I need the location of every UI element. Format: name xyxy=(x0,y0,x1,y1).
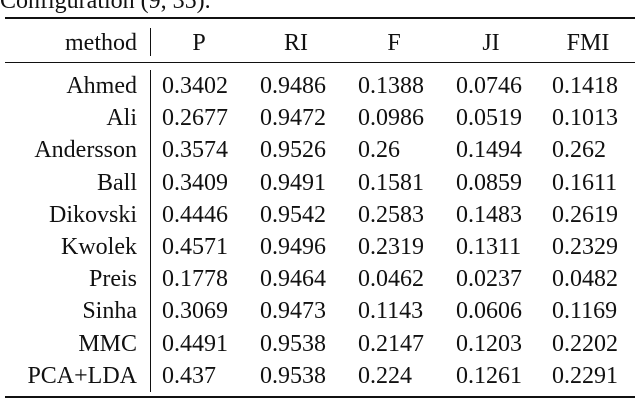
header-cell: JI xyxy=(482,30,500,56)
value-cell: 0.9464 xyxy=(260,266,326,293)
header-cell: P xyxy=(192,30,206,56)
value-cell: 0.1611 xyxy=(552,169,618,196)
value-cell: 0.1169 xyxy=(552,298,618,325)
value-cell: 0.9496 xyxy=(260,234,326,260)
value-cell: 0.0859 xyxy=(456,169,522,196)
value-cell: 0.3402 xyxy=(162,73,228,99)
value-cell: 0.1581 xyxy=(358,169,424,196)
value-cell: 0.2202 xyxy=(552,330,618,357)
value-cell: 0.26 xyxy=(358,137,400,164)
value-cell: 0.1418 xyxy=(552,73,618,99)
method-cell: MMC xyxy=(78,330,137,357)
value-cell: 0.2319 xyxy=(358,234,424,260)
value-cell: 0.1261 xyxy=(456,362,522,389)
method-cell: Andersson xyxy=(34,137,137,164)
value-cell: 0.2329 xyxy=(552,234,618,260)
value-cell: 0.3574 xyxy=(162,137,228,164)
caption: Configuration (9, 35). xyxy=(0,0,211,14)
value-cell: 0.9538 xyxy=(260,362,326,389)
value-cell: 0.3409 xyxy=(162,169,228,196)
bottom-rule xyxy=(5,396,635,398)
method-cell: Ali xyxy=(106,105,137,132)
value-cell: 0.9526 xyxy=(260,137,326,164)
header-cell: F xyxy=(387,30,401,56)
value-cell: 0.0606 xyxy=(456,298,522,325)
value-cell: 0.9542 xyxy=(260,201,326,228)
method-cell: Preis xyxy=(89,266,137,293)
value-cell: 0.2147 xyxy=(358,330,424,357)
value-cell: 0.1143 xyxy=(358,298,424,325)
method-cell: Sinha xyxy=(82,298,137,325)
header-cell: RI xyxy=(284,30,308,56)
header-cell: method xyxy=(65,30,137,56)
method-cell: PCA+LDA xyxy=(27,362,137,389)
value-cell: 0.4491 xyxy=(162,330,228,357)
value-cell: 0.0986 xyxy=(358,105,424,132)
value-cell: 0.3069 xyxy=(162,298,228,325)
value-cell: 0.4571 xyxy=(162,234,228,260)
value-cell: 0.1311 xyxy=(456,234,522,260)
value-cell: 0.0482 xyxy=(552,266,618,293)
column-divider xyxy=(150,70,151,392)
value-cell: 0.1203 xyxy=(456,330,522,357)
value-cell: 0.0237 xyxy=(456,266,522,293)
value-cell: 0.1388 xyxy=(358,73,424,99)
top-rule xyxy=(5,17,635,19)
header-cell: FMI xyxy=(566,30,610,56)
value-cell: 0.262 xyxy=(552,137,606,164)
value-cell: 0.1778 xyxy=(162,266,228,293)
method-cell: Ball xyxy=(97,169,137,196)
method-cell: Ahmed xyxy=(66,73,137,99)
method-cell: Dikovski xyxy=(48,201,137,228)
column-divider xyxy=(150,28,151,56)
value-cell: 0.2619 xyxy=(552,201,618,228)
value-cell: 0.2583 xyxy=(358,201,424,228)
method-cell: Kwolek xyxy=(61,234,137,260)
value-cell: 0.4446 xyxy=(162,201,228,228)
value-cell: 0.0746 xyxy=(456,73,522,99)
value-cell: 0.1013 xyxy=(552,105,618,132)
value-cell: 0.9486 xyxy=(260,73,326,99)
value-cell: 0.2677 xyxy=(162,105,228,132)
value-cell: 0.9538 xyxy=(260,330,326,357)
value-cell: 0.9473 xyxy=(260,298,326,325)
value-cell: 0.9491 xyxy=(260,169,326,196)
value-cell: 0.0519 xyxy=(456,105,522,132)
value-cell: 0.437 xyxy=(162,362,216,389)
header-rule xyxy=(5,62,635,63)
value-cell: 0.2291 xyxy=(552,362,618,389)
value-cell: 0.0462 xyxy=(358,266,424,293)
value-cell: 0.1494 xyxy=(456,137,522,164)
value-cell: 0.224 xyxy=(358,362,412,389)
value-cell: 0.9472 xyxy=(260,105,326,132)
value-cell: 0.1483 xyxy=(456,201,522,228)
